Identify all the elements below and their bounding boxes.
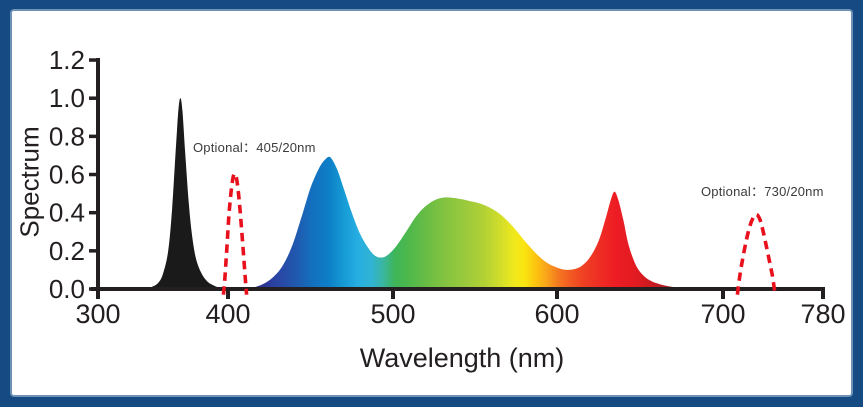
y-tick-label: 0.6 bbox=[49, 160, 85, 190]
x-tick-label: 400 bbox=[205, 299, 250, 329]
y-tick-label: 0.0 bbox=[49, 274, 85, 304]
x-tick-label: 700 bbox=[700, 299, 745, 329]
curve-uv-365nm-peak bbox=[144, 98, 225, 289]
y-tick-label: 0.8 bbox=[49, 121, 85, 151]
x-axis-title: Wavelength (nm) bbox=[359, 343, 565, 373]
y-tick-label: 0.2 bbox=[49, 236, 85, 266]
annotation-optional-405: Optional：405/20nm bbox=[193, 140, 316, 155]
curve-visible-spectrum bbox=[242, 156, 699, 289]
curve-optional-405-20nm-peak bbox=[221, 171, 249, 295]
x-tick-label: 600 bbox=[534, 299, 579, 329]
y-tick-label: 0.4 bbox=[49, 198, 85, 228]
y-tick-label: 1.2 bbox=[49, 45, 85, 75]
curve-optional-730-20nm-peak bbox=[735, 212, 777, 295]
y-axis-title: Spectrum bbox=[14, 126, 45, 238]
annotation-optional-730: Optional：730/20nm bbox=[701, 184, 824, 199]
y-tick-label: 1.0 bbox=[49, 83, 85, 113]
x-tick-label: 780 bbox=[800, 299, 845, 329]
x-tick-label: 500 bbox=[370, 299, 415, 329]
x-tick-label: 300 bbox=[75, 299, 120, 329]
